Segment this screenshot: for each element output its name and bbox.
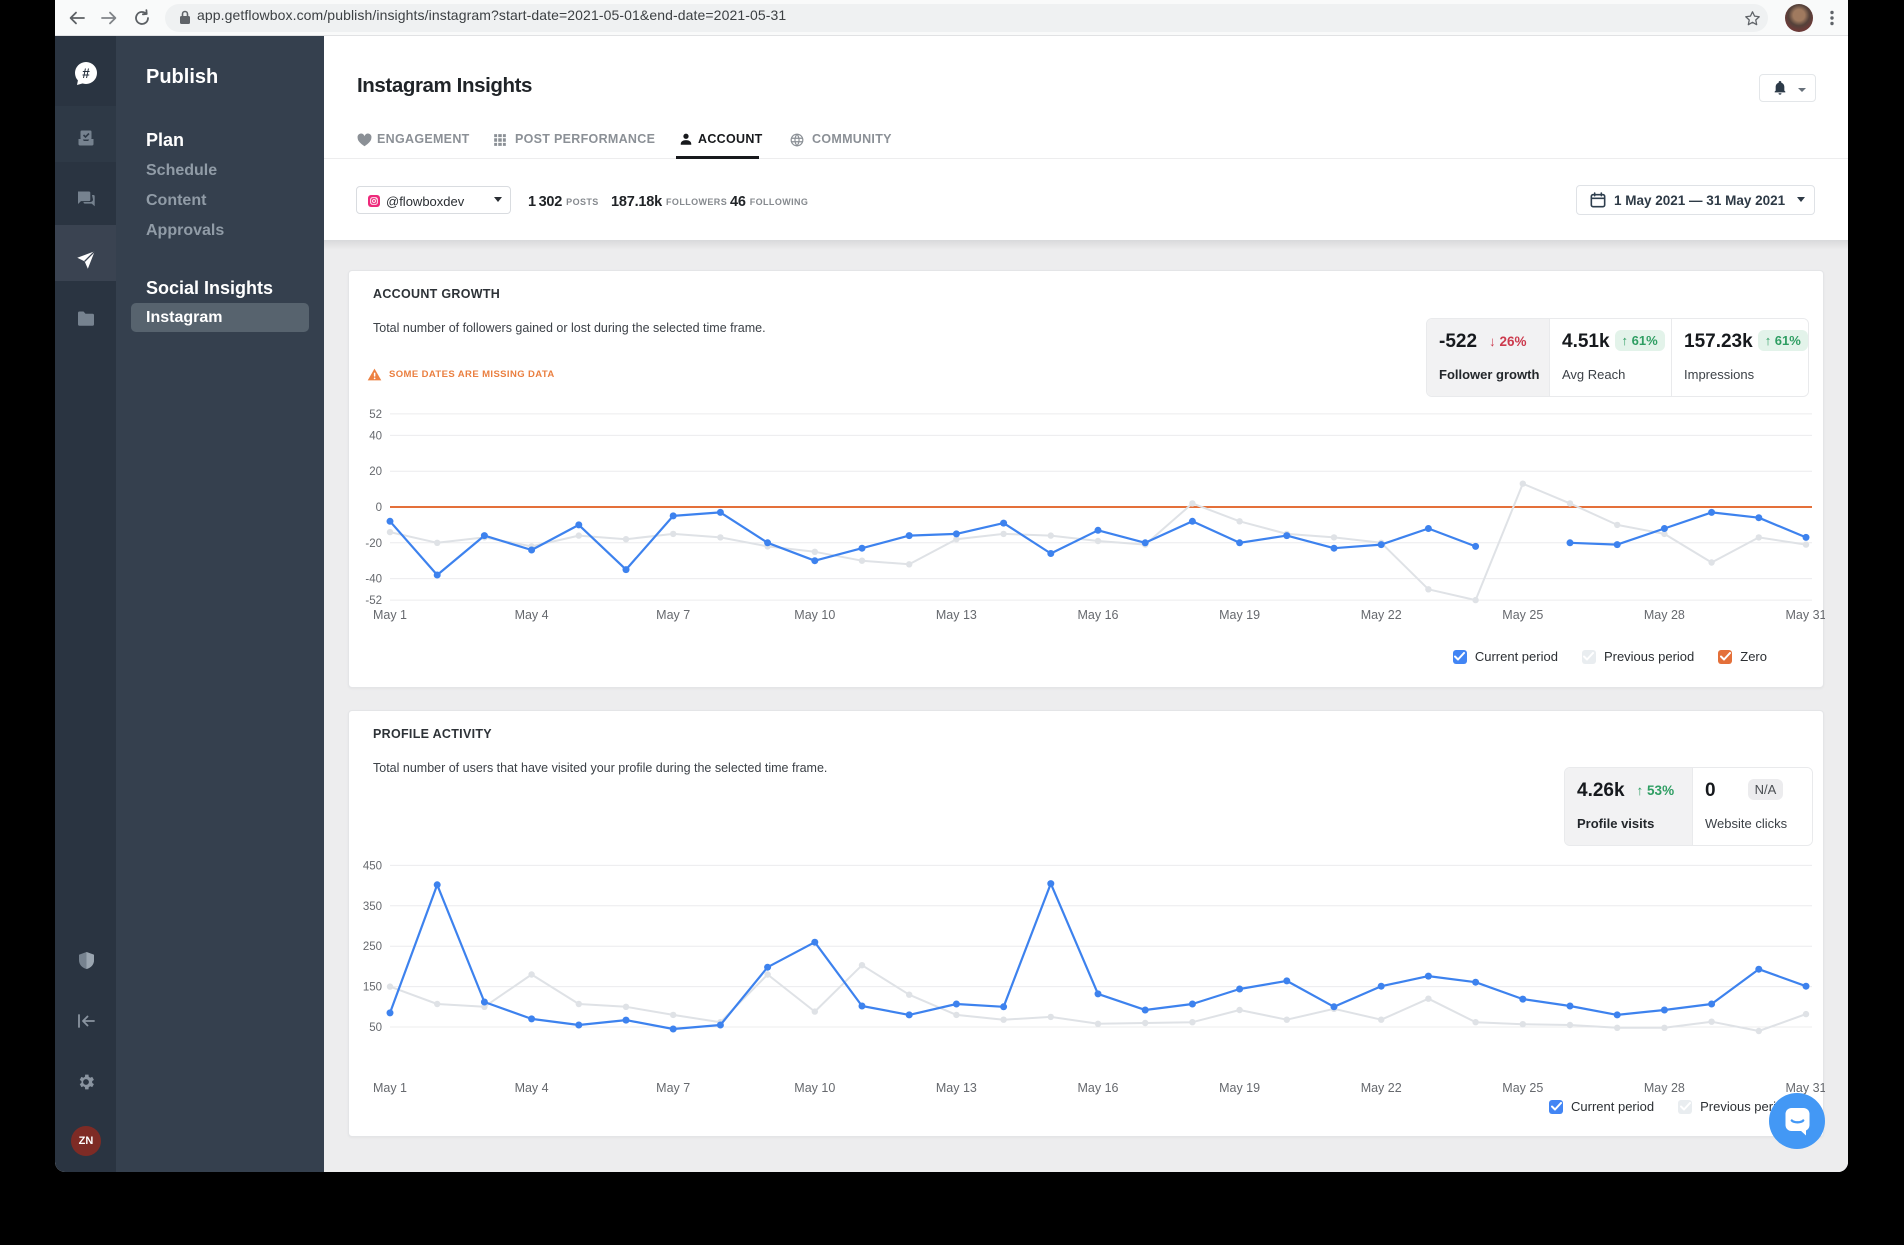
svg-text:-52: -52 [365,595,382,607]
svg-text:May 1: May 1 [373,1081,407,1095]
svg-text:50: 50 [369,1022,382,1034]
svg-text:May 28: May 28 [1644,608,1685,622]
svg-text:May 25: May 25 [1502,608,1543,622]
svg-text:May 25: May 25 [1502,1081,1543,1095]
svg-text:May 13: May 13 [936,608,977,622]
svg-text:52: 52 [369,409,382,421]
svg-text:May 16: May 16 [1078,1081,1119,1095]
svg-text:May 13: May 13 [936,1081,977,1095]
svg-text:May 10: May 10 [794,1081,835,1095]
svg-text:0: 0 [376,502,382,514]
svg-text:May 19: May 19 [1219,1081,1260,1095]
svg-text:450: 450 [363,860,382,872]
svg-text:May 22: May 22 [1361,1081,1402,1095]
svg-text:May 4: May 4 [515,608,549,622]
svg-text:May 7: May 7 [656,1081,690,1095]
svg-text:-20: -20 [365,538,382,550]
svg-text:May 1: May 1 [373,608,407,622]
svg-text:May 7: May 7 [656,608,690,622]
svg-text:150: 150 [363,982,382,994]
svg-text:May 22: May 22 [1361,608,1402,622]
svg-text:May 28: May 28 [1644,1081,1685,1095]
svg-text:#: # [82,66,90,81]
svg-text:350: 350 [363,901,382,913]
svg-text:May 31: May 31 [1786,1081,1826,1095]
svg-text:40: 40 [369,430,382,442]
svg-text:-40: -40 [365,574,382,586]
svg-text:May 16: May 16 [1078,608,1119,622]
svg-text:May 31: May 31 [1786,608,1826,622]
svg-text:20: 20 [369,466,382,478]
svg-text:May 10: May 10 [794,608,835,622]
svg-text:May 19: May 19 [1219,608,1260,622]
svg-text:250: 250 [363,941,382,953]
svg-text:May 4: May 4 [515,1081,549,1095]
